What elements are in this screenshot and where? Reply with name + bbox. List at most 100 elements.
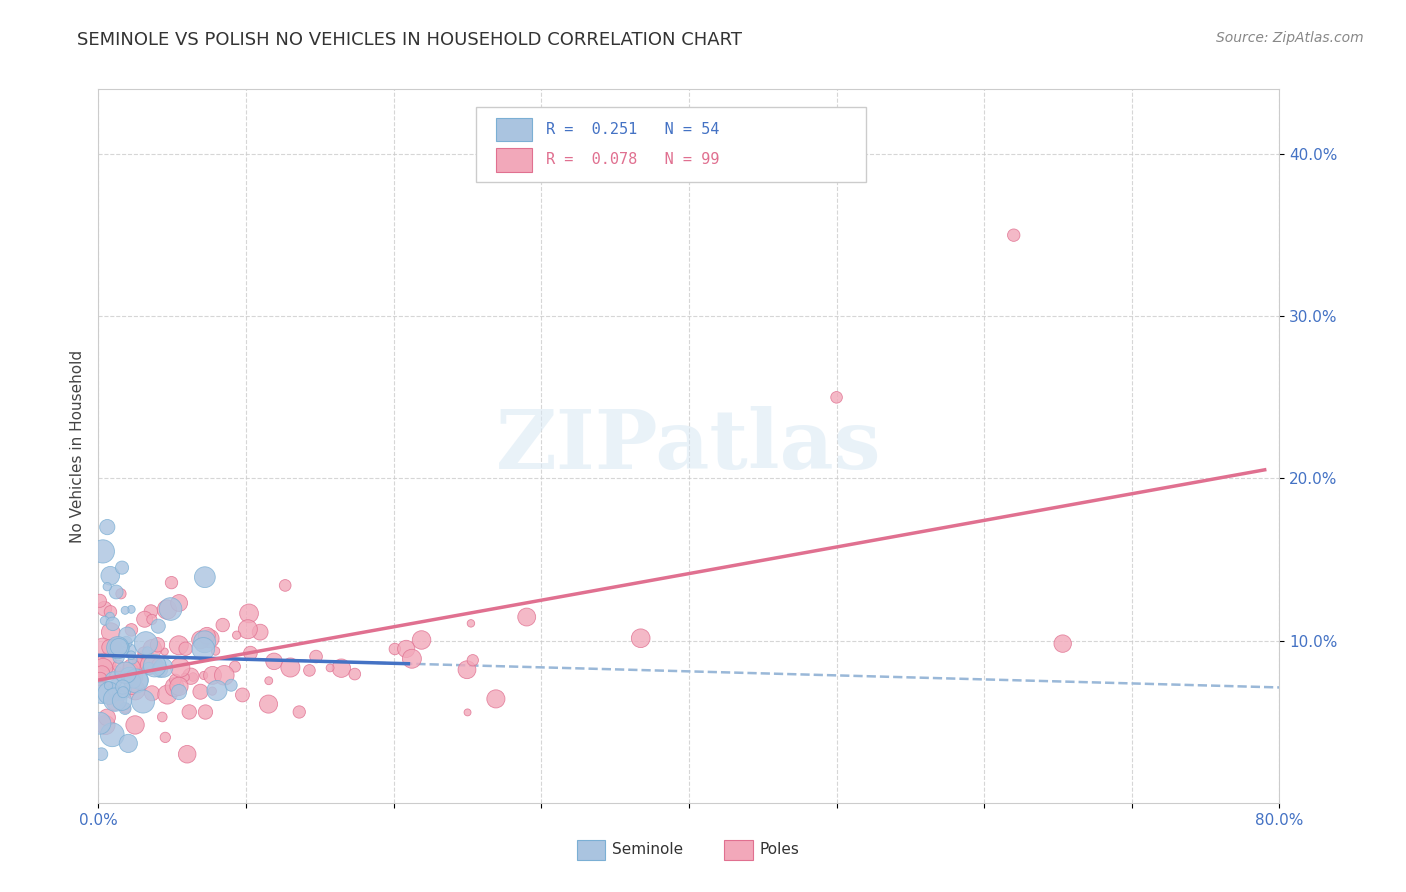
Point xyxy=(108,640,131,654)
Point xyxy=(174,670,197,684)
Point xyxy=(190,632,212,647)
Point xyxy=(149,663,172,677)
Point xyxy=(1002,228,1025,243)
Point xyxy=(89,672,111,686)
Point xyxy=(135,651,157,665)
Point xyxy=(114,665,136,680)
Point xyxy=(167,685,190,699)
Point xyxy=(114,603,136,617)
Point xyxy=(120,602,142,616)
Point xyxy=(193,641,215,656)
Point xyxy=(298,664,321,678)
Point xyxy=(91,544,114,558)
Point xyxy=(160,575,183,590)
Point xyxy=(274,578,297,592)
Point xyxy=(257,697,280,711)
Point xyxy=(825,390,848,404)
Y-axis label: No Vehicles in Household: No Vehicles in Household xyxy=(69,350,84,542)
Point xyxy=(194,570,217,584)
Point xyxy=(141,641,163,656)
Point xyxy=(98,640,121,655)
Point xyxy=(167,596,190,610)
Point xyxy=(179,705,201,719)
Point xyxy=(96,655,118,669)
Point xyxy=(204,644,226,658)
Point xyxy=(461,653,484,667)
Point xyxy=(156,602,179,616)
Point xyxy=(159,602,181,616)
Point xyxy=(155,731,177,745)
FancyBboxPatch shape xyxy=(576,840,605,860)
Point xyxy=(114,701,136,715)
Point xyxy=(107,640,129,655)
Point xyxy=(148,619,170,633)
Point xyxy=(288,705,311,719)
Point xyxy=(193,668,215,682)
Text: SEMINOLE VS POLISH NO VEHICLES IN HOUSEHOLD CORRELATION CHART: SEMINOLE VS POLISH NO VEHICLES IN HOUSEH… xyxy=(77,31,742,49)
Point xyxy=(135,636,157,650)
Point xyxy=(108,682,131,697)
Point xyxy=(104,665,127,680)
Point xyxy=(121,680,143,694)
Point xyxy=(96,520,118,534)
Text: Seminole: Seminole xyxy=(612,842,683,856)
Point xyxy=(120,665,142,680)
Point xyxy=(105,585,128,599)
Text: R =  0.251   N = 54: R = 0.251 N = 54 xyxy=(546,122,720,136)
Point xyxy=(118,669,141,683)
Point xyxy=(115,635,138,649)
Point xyxy=(134,612,156,626)
Point xyxy=(330,661,353,675)
Point xyxy=(121,653,143,667)
Point xyxy=(115,628,138,642)
Point xyxy=(395,641,418,656)
Point xyxy=(91,666,114,681)
Point xyxy=(305,649,328,664)
Point xyxy=(146,657,169,672)
Point xyxy=(125,673,148,688)
Point xyxy=(124,718,146,732)
Point xyxy=(231,688,253,702)
Point xyxy=(165,673,187,687)
Point xyxy=(111,560,134,574)
Point xyxy=(163,680,186,694)
Point xyxy=(141,612,163,626)
Point xyxy=(176,747,198,762)
FancyBboxPatch shape xyxy=(496,118,531,141)
Point xyxy=(117,736,139,750)
Point xyxy=(201,668,224,682)
Point xyxy=(239,646,262,660)
Point xyxy=(129,656,152,670)
Point xyxy=(103,638,125,652)
Point xyxy=(150,710,173,724)
Point xyxy=(100,605,122,619)
Point xyxy=(97,679,120,693)
Point xyxy=(194,634,217,648)
FancyBboxPatch shape xyxy=(724,840,752,860)
Point xyxy=(101,616,124,631)
Point xyxy=(94,718,117,732)
Point xyxy=(180,669,202,683)
Point xyxy=(111,694,134,708)
Point xyxy=(124,683,146,698)
FancyBboxPatch shape xyxy=(477,107,866,182)
Point xyxy=(98,568,121,582)
Point xyxy=(143,658,166,673)
Point xyxy=(96,580,118,594)
Point xyxy=(114,701,136,715)
Point xyxy=(93,601,115,615)
Point xyxy=(120,623,142,637)
Point xyxy=(104,692,127,706)
Point xyxy=(280,660,302,674)
Point xyxy=(98,609,121,624)
Point xyxy=(457,706,479,720)
Point xyxy=(146,638,169,652)
Point xyxy=(319,661,342,675)
Point xyxy=(108,640,131,655)
Point xyxy=(141,686,163,700)
Text: ZIPatlas: ZIPatlas xyxy=(496,406,882,486)
Point xyxy=(460,616,482,631)
Point xyxy=(211,618,233,632)
Point xyxy=(516,610,538,624)
Point xyxy=(98,686,121,700)
